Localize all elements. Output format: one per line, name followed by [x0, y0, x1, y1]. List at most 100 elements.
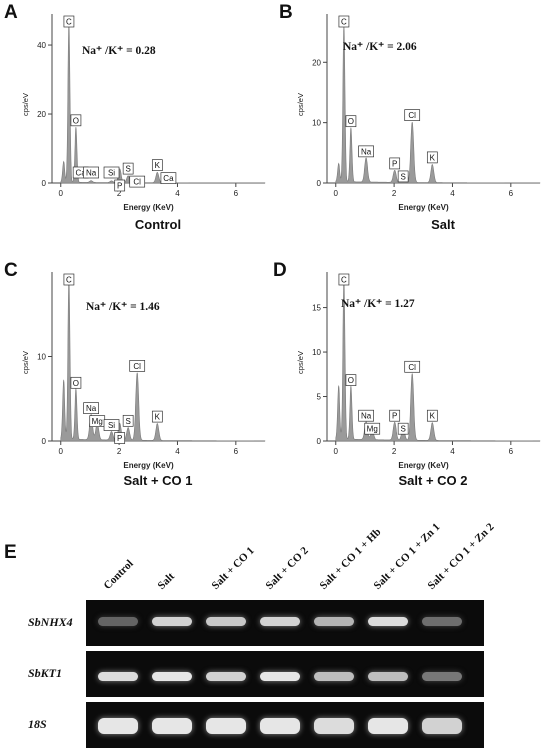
- x-tick-label: 4: [175, 447, 180, 456]
- gel-lane-label: Control: [101, 557, 136, 592]
- peak-label-box: [122, 162, 134, 175]
- y-tick-label: 0: [317, 179, 322, 188]
- gel-lane-label: Salt: [155, 570, 177, 592]
- peak-label: O: [73, 116, 79, 125]
- gene-label: SbNHX4: [28, 615, 73, 629]
- x-tick-label: 0: [59, 189, 64, 198]
- y-tick-label: 20: [312, 58, 321, 67]
- y-axis-label: cps/eV: [21, 93, 30, 116]
- peak-label: K: [155, 413, 161, 422]
- peak-label: Na: [361, 412, 372, 421]
- gel-band: [422, 617, 462, 626]
- peak-label-box: [63, 273, 75, 286]
- x-tick-label: 2: [117, 189, 122, 198]
- peak-label-box: [345, 374, 357, 386]
- peak-label-box: [70, 114, 82, 127]
- x-tick-label: 2: [392, 189, 397, 198]
- x-tick-label: 2: [392, 447, 397, 456]
- panel-caption: Control: [134, 217, 182, 232]
- gel-band: [368, 672, 408, 681]
- peak-label-box: [103, 419, 120, 431]
- peak-label-box: [151, 159, 163, 172]
- peak-label: S: [400, 425, 405, 434]
- peak-label-box: [404, 360, 421, 373]
- peak-label-box: [160, 172, 177, 185]
- y-tick-label: 0: [42, 437, 47, 446]
- peak-label: K: [430, 153, 436, 162]
- peak-label-box: [103, 166, 120, 179]
- x-tick-label: 4: [450, 447, 455, 456]
- peak-label: S: [125, 417, 130, 426]
- panel-letter: D: [273, 260, 287, 281]
- peak-label: O: [73, 379, 79, 388]
- peak-label: Na: [361, 147, 372, 156]
- peak-label: Mg: [367, 425, 378, 434]
- peak-label: Cl: [408, 111, 416, 120]
- peak-label: S: [125, 165, 130, 174]
- gel-band: [152, 672, 192, 681]
- x-axis-label: Energy (KeV): [398, 203, 449, 212]
- panel-letter: C: [4, 260, 18, 281]
- y-tick-label: 40: [37, 41, 46, 50]
- peak-label: Cl: [133, 362, 141, 371]
- peak-label-box: [404, 109, 421, 121]
- x-axis-label: Energy (KeV): [123, 203, 174, 212]
- gel-band: [260, 718, 300, 734]
- y-tick-label: 0: [317, 437, 322, 446]
- y-tick-label: 10: [37, 353, 46, 362]
- peak-label: S: [400, 172, 405, 181]
- gel-band: [206, 718, 246, 734]
- gel-band: [206, 672, 246, 681]
- y-axis-label: cps/eV: [296, 93, 305, 116]
- panel-caption: Salt + CO 1: [123, 473, 193, 488]
- peak-label: K: [430, 412, 436, 421]
- x-tick-label: 0: [334, 189, 339, 198]
- peak-label-box: [129, 360, 146, 372]
- peak-label-box: [426, 409, 438, 422]
- peak-label-box: [338, 15, 350, 28]
- panel-letter: E: [4, 542, 17, 563]
- ratio-label: Na⁺ /K⁺ = 2.06: [343, 41, 417, 53]
- peak-label: Ca: [163, 174, 174, 183]
- y-axis-label: cps/eV: [21, 351, 30, 374]
- ratio-label: Na⁺ /K⁺ = 1.27: [341, 298, 415, 310]
- peak-label-box: [397, 170, 409, 183]
- peak-label-box: [122, 414, 134, 427]
- y-tick-label: 0: [42, 179, 47, 188]
- gel-band: [368, 718, 408, 734]
- spectrum-trace: [60, 278, 266, 442]
- peak-label: P: [392, 412, 397, 421]
- y-tick-label: 20: [37, 110, 46, 119]
- peak-label: Ca: [76, 169, 87, 178]
- x-tick-label: 4: [450, 189, 455, 198]
- x-tick-label: 2: [117, 447, 122, 456]
- x-tick-label: 6: [509, 447, 514, 456]
- peak-label: K: [155, 161, 161, 170]
- peak-label-box: [338, 273, 350, 286]
- peak-label-box: [426, 151, 438, 164]
- peak-label: Na: [86, 169, 97, 178]
- y-tick-label: 10: [312, 348, 321, 357]
- gel-band: [422, 718, 462, 734]
- peak-label-box: [151, 410, 163, 423]
- gel-band: [152, 617, 192, 626]
- spectrum-trace: [335, 24, 541, 184]
- y-tick-label: 10: [312, 119, 321, 128]
- peak-label: P: [117, 182, 122, 191]
- x-tick-label: 6: [234, 447, 239, 456]
- peak-label: C: [341, 276, 347, 285]
- ratio-label: Na⁺ /K⁺ = 0.28: [82, 45, 156, 57]
- panel-caption: Salt + CO 2: [398, 473, 468, 488]
- x-tick-label: 4: [175, 189, 180, 198]
- gel-strip: [86, 702, 484, 748]
- panel-caption: Salt: [431, 217, 455, 232]
- gel-band: [368, 617, 408, 626]
- peak-label-box: [114, 179, 126, 192]
- x-tick-label: 0: [59, 447, 64, 456]
- panel-c: C 0 10 0 2 4 6 cps/eV Energy (KeV) C O Na Mg Si P S Cl K…: [0, 258, 270, 498]
- spectrum-trace: [335, 278, 541, 442]
- peak-label: O: [348, 117, 354, 126]
- peak-label-box: [358, 409, 374, 422]
